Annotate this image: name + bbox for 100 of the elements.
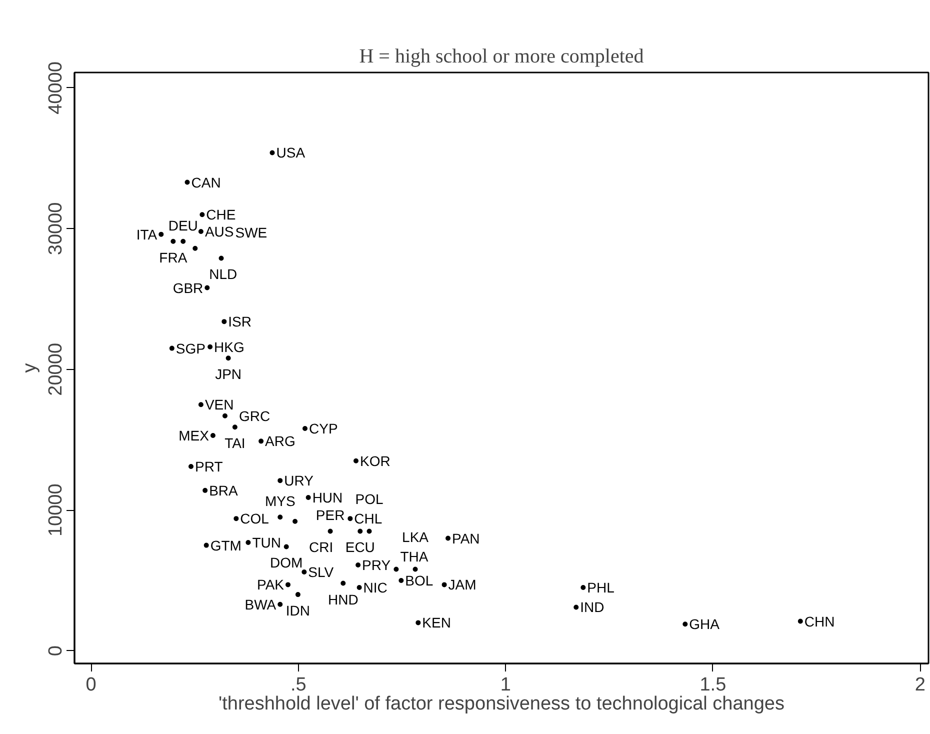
data-label: CHL — [354, 510, 382, 527]
point — [302, 570, 307, 575]
y-tick-label: 0 — [46, 646, 66, 656]
data-label: JAM — [448, 576, 476, 593]
point — [170, 238, 176, 244]
data-label: ISR — [228, 314, 252, 330]
point — [682, 622, 688, 627]
point — [204, 542, 209, 548]
y-tick-label: 40000 — [46, 62, 66, 114]
data-label: FRA — [159, 249, 188, 266]
data-label: BOL — [405, 572, 434, 588]
point — [226, 356, 231, 361]
point — [798, 618, 803, 624]
data-label: AUS — [204, 224, 234, 240]
point — [246, 540, 251, 545]
data-label: SLV — [308, 564, 334, 580]
point — [356, 585, 362, 590]
data-label: MEX — [178, 428, 210, 444]
point — [200, 212, 205, 218]
data-label: PHL — [587, 580, 615, 596]
data-label: VEN — [204, 396, 234, 413]
data-label: ECU — [345, 539, 375, 556]
point — [340, 580, 346, 586]
point — [302, 426, 308, 432]
data-label: COL — [240, 510, 270, 527]
data-label: KOR — [360, 452, 390, 469]
point — [180, 238, 186, 244]
data-label: PAK — [257, 576, 285, 593]
data-label: PRY — [362, 557, 392, 573]
point — [188, 464, 194, 469]
point — [366, 528, 372, 534]
point — [222, 413, 228, 418]
data-label: POL — [355, 491, 384, 508]
data-label: GTM — [210, 537, 242, 554]
point — [258, 438, 264, 444]
data-label: CYP — [308, 420, 338, 437]
point — [208, 344, 213, 350]
x-tick-label: 1 — [500, 674, 511, 696]
point — [210, 433, 216, 438]
point — [292, 518, 298, 524]
x-tick-label: 2 — [914, 674, 926, 696]
y-axis-title: y — [20, 362, 40, 373]
point — [192, 246, 198, 251]
data-label: LKA — [402, 529, 430, 546]
y-tick-label: 20000 — [46, 342, 66, 396]
data-label: DOM — [270, 554, 303, 571]
data-label: GRC — [238, 408, 270, 424]
point — [169, 346, 174, 351]
data-label: BRA — [209, 482, 239, 498]
point — [202, 488, 208, 493]
point — [158, 232, 164, 237]
data-label: MYS — [264, 493, 296, 510]
point — [270, 150, 275, 156]
point — [295, 592, 300, 598]
point — [232, 424, 238, 430]
y-tick-label: 30000 — [46, 202, 66, 256]
point — [398, 578, 404, 583]
point — [198, 402, 204, 408]
point — [198, 229, 204, 234]
data-label: CRI — [309, 538, 334, 555]
data-label: URY — [284, 472, 314, 489]
data-label: KEN — [422, 614, 451, 631]
point — [574, 604, 579, 610]
point — [394, 566, 399, 572]
point — [412, 566, 418, 572]
data-label: USA — [276, 144, 306, 161]
data-label: JPN — [215, 366, 242, 382]
point — [328, 528, 333, 534]
data-label: TAI — [224, 435, 246, 452]
point — [278, 514, 283, 520]
point — [306, 494, 311, 500]
point — [356, 562, 361, 568]
data-label: NLD — [209, 266, 238, 282]
point — [278, 478, 283, 484]
y-tick-label: 10000 — [46, 484, 66, 537]
point — [184, 180, 190, 185]
data-label: CAN — [191, 174, 221, 190]
x-axis-title: 'threshhold level' of factor responsiveness to technological changes — [218, 694, 784, 714]
data-label: CHE — [206, 206, 236, 223]
point — [446, 536, 451, 541]
data-label: CHN — [804, 613, 835, 630]
data-label: GHA — [689, 616, 720, 632]
point — [222, 319, 227, 324]
point — [442, 582, 447, 588]
data-label: THA — [400, 548, 429, 564]
data-label: NIC — [363, 580, 388, 596]
x-tick-label: 0 — [86, 674, 96, 696]
point — [218, 256, 224, 261]
point — [284, 544, 289, 550]
data-label: HND — [328, 591, 358, 608]
data-label: HKG — [214, 338, 244, 355]
data-label: PER — [316, 507, 345, 524]
point — [286, 582, 290, 588]
point — [358, 528, 363, 534]
data-label: TUN — [252, 534, 281, 550]
data-label: DEU — [168, 217, 198, 234]
point — [353, 458, 358, 464]
point — [580, 585, 586, 590]
data-label: SGP — [176, 340, 206, 356]
x-tick-label: 1.5 — [700, 674, 726, 696]
